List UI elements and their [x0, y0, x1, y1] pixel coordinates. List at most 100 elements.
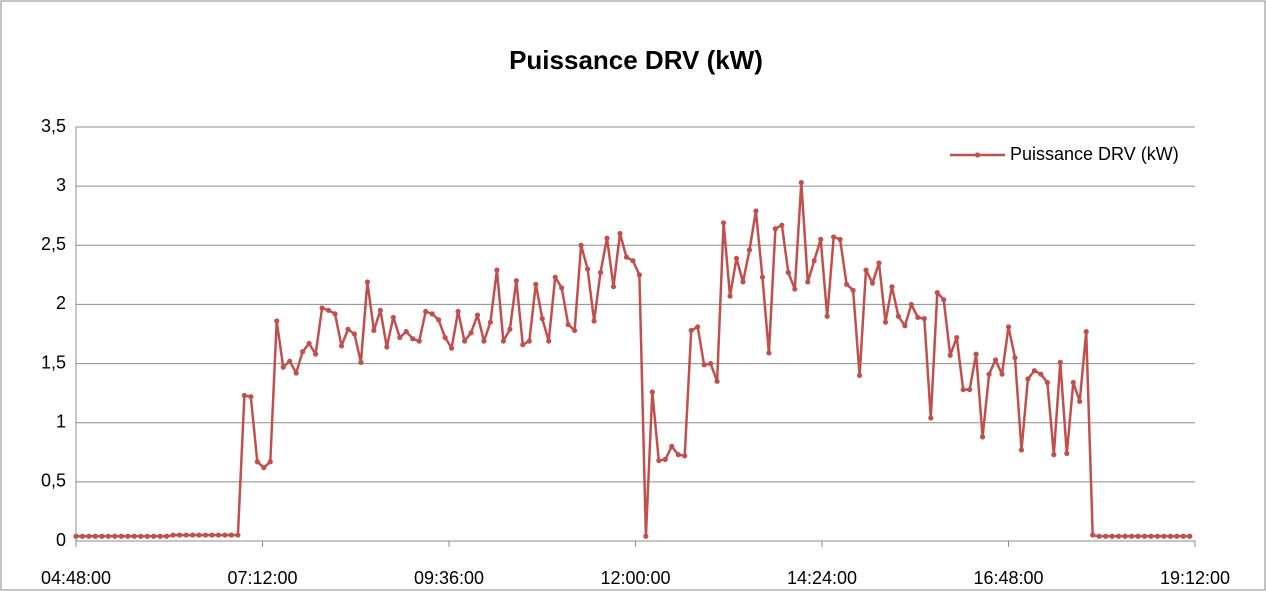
point — [934, 290, 940, 296]
point — [526, 338, 532, 344]
point — [461, 338, 468, 344]
point — [1044, 379, 1050, 386]
point — [177, 532, 183, 538]
point — [513, 278, 519, 284]
point — [125, 533, 131, 539]
point — [973, 351, 979, 357]
point — [895, 313, 902, 319]
point — [1096, 533, 1102, 539]
point — [1064, 450, 1070, 457]
point — [979, 434, 986, 440]
point — [928, 415, 934, 421]
point — [1038, 371, 1044, 377]
point — [733, 255, 740, 261]
point — [902, 323, 908, 329]
point — [759, 274, 766, 280]
point — [1180, 533, 1186, 539]
point — [241, 392, 247, 399]
point — [708, 360, 714, 367]
point — [552, 274, 558, 280]
point — [610, 284, 617, 290]
point — [1135, 533, 1141, 539]
point — [565, 321, 571, 328]
point — [1174, 533, 1180, 539]
point — [390, 314, 396, 321]
point — [455, 308, 461, 315]
point — [228, 532, 235, 538]
y-tick-label: 3 — [56, 175, 66, 195]
point — [908, 301, 914, 308]
point — [701, 362, 707, 368]
point — [222, 532, 228, 538]
point — [772, 226, 778, 232]
point — [423, 308, 429, 315]
y-tick-label: 1 — [56, 411, 66, 431]
point — [539, 316, 545, 322]
point — [675, 452, 681, 458]
point — [1070, 379, 1076, 386]
point — [856, 372, 863, 378]
point — [183, 532, 189, 538]
y-tick-label: 2,5 — [41, 234, 66, 254]
point — [643, 533, 649, 539]
point — [429, 311, 435, 317]
point — [202, 532, 209, 538]
point — [824, 313, 830, 319]
point — [235, 532, 241, 538]
point — [546, 338, 552, 344]
point — [714, 378, 720, 384]
point — [597, 269, 604, 276]
x-tick-label: 16:48:00 — [973, 568, 1043, 588]
point — [831, 234, 837, 240]
point — [319, 305, 325, 311]
point — [636, 272, 642, 278]
point — [1154, 533, 1161, 539]
point — [617, 230, 623, 237]
y-tick-label: 0,5 — [41, 471, 66, 491]
point — [695, 324, 701, 330]
x-tick-label: 09:36:00 — [414, 568, 484, 588]
point — [351, 331, 358, 337]
point — [785, 269, 791, 276]
point — [720, 220, 727, 226]
x-tick-label: 14:24:00 — [787, 568, 857, 588]
point — [688, 327, 694, 334]
point — [500, 338, 506, 344]
point — [99, 533, 105, 539]
point — [105, 533, 111, 539]
point — [876, 260, 882, 266]
point — [584, 266, 591, 272]
point — [1005, 324, 1012, 330]
point — [1122, 533, 1128, 539]
point — [753, 208, 759, 214]
point — [992, 357, 999, 363]
point — [792, 286, 798, 292]
point — [1115, 533, 1122, 539]
y-tick-label: 0 — [56, 530, 66, 550]
y-tick-label: 1,5 — [41, 352, 66, 372]
point — [805, 279, 811, 285]
point — [941, 297, 947, 303]
point — [967, 386, 973, 393]
point — [1018, 447, 1025, 453]
point — [384, 344, 390, 350]
point — [306, 340, 312, 347]
point — [1148, 533, 1154, 539]
point — [261, 465, 267, 471]
point — [882, 319, 889, 325]
point — [164, 533, 170, 539]
point — [889, 284, 895, 290]
point — [1103, 533, 1109, 539]
point — [364, 279, 371, 285]
point — [215, 532, 222, 538]
point — [960, 386, 966, 393]
point — [669, 443, 675, 449]
point — [481, 338, 487, 344]
point — [287, 358, 293, 364]
point — [300, 349, 306, 355]
y-tick-label: 3,5 — [41, 116, 66, 136]
point — [863, 267, 869, 273]
point — [1109, 533, 1115, 539]
